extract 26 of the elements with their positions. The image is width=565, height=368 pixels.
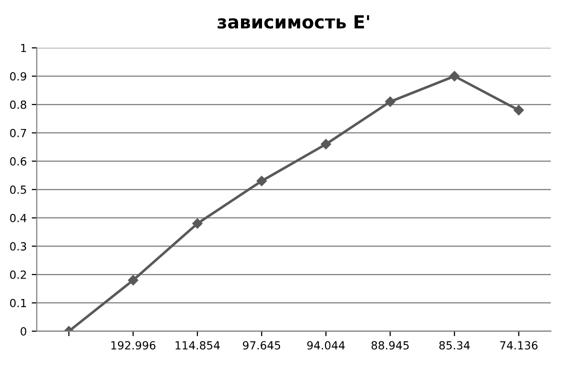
x-tick-label: 94.044 <box>307 341 345 350</box>
chart-title: зависимость E' <box>218 15 370 29</box>
y-tick-label: 0.3 <box>10 242 26 251</box>
y-tick-label: 0 <box>20 327 26 336</box>
y-tick-label: 0.7 <box>10 128 26 138</box>
y-tick-label: 0.6 <box>10 157 26 166</box>
y-tick-label: 0.8 <box>10 100 26 109</box>
y-tick-label: 0.5 <box>10 185 26 194</box>
y-tick-label: 0.9 <box>10 72 26 81</box>
y-tick-label: 0.1 <box>10 298 26 308</box>
x-tick-label: 74.136 <box>500 341 538 350</box>
x-tick-label: 97.645 <box>242 341 280 350</box>
point <box>128 275 138 286</box>
y-tick-label: 0.4 <box>10 214 26 222</box>
y-tick-label: 1 <box>21 44 26 52</box>
point <box>320 139 332 150</box>
point <box>192 218 203 229</box>
x-tick-label: 192.996 <box>111 341 156 350</box>
point <box>449 71 460 82</box>
x-tick-label: 88.945 <box>372 341 409 350</box>
point <box>256 176 267 186</box>
point <box>385 96 396 107</box>
x-tick-label: 114.854 <box>176 341 220 350</box>
point <box>514 105 524 116</box>
x-tick-label: 85.34 <box>439 341 470 350</box>
y-tick-label: 0.2 <box>10 270 26 279</box>
